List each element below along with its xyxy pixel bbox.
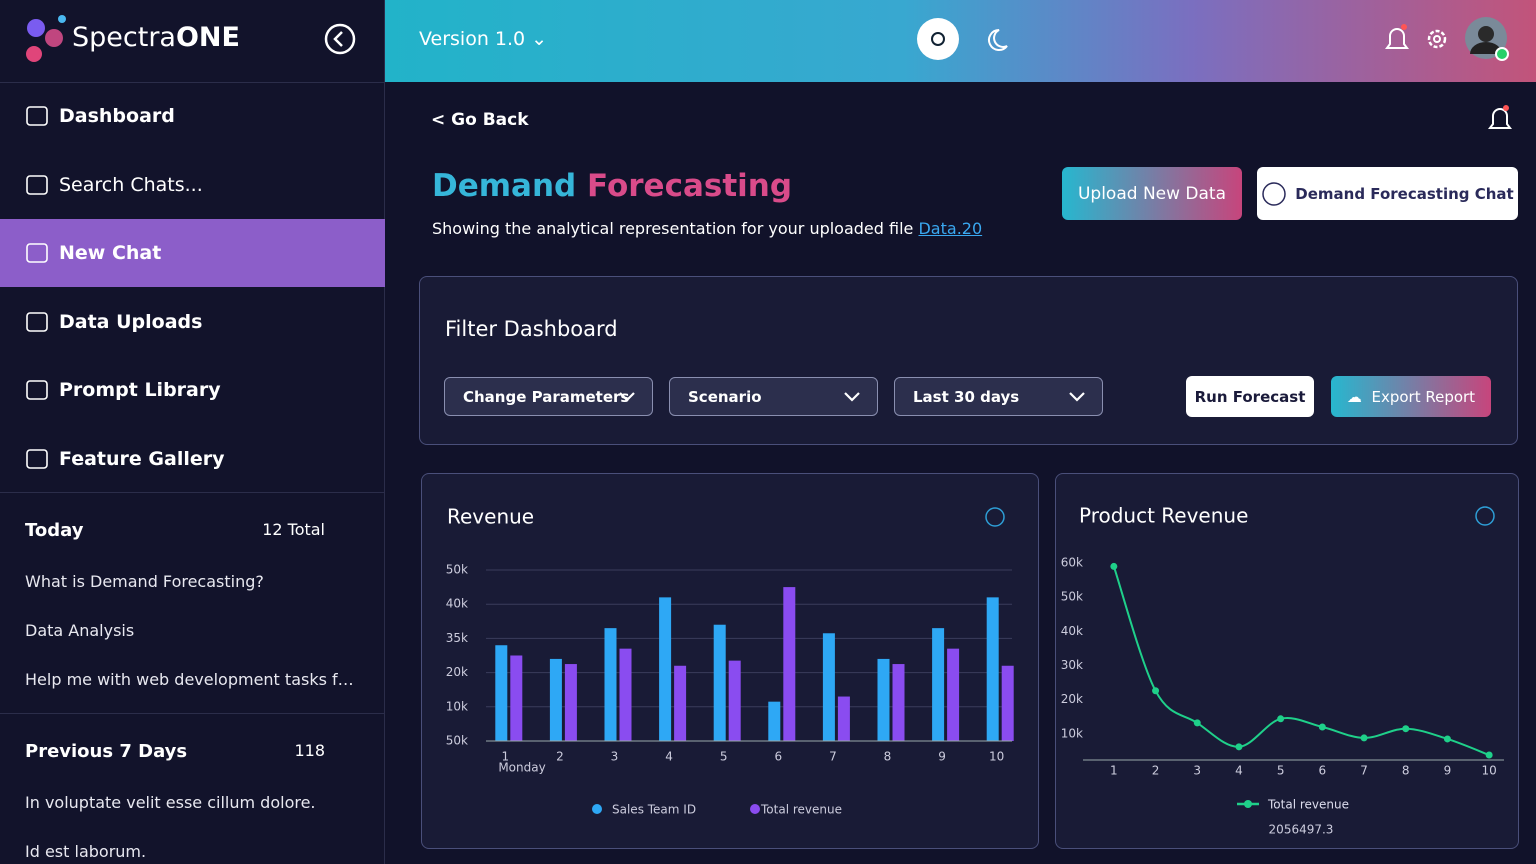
- export-label: Export Report: [1371, 387, 1476, 406]
- brand-light: Spectra: [72, 22, 176, 53]
- subtitle: Showing the analytical representation fo…: [432, 219, 982, 238]
- sidebar: SpectraONE Dashboard Search Chats... New C…: [0, 0, 385, 864]
- header-icons[interactable]: [1383, 22, 1453, 56]
- section-count: 12 Total: [262, 520, 325, 539]
- nav-icon: [26, 448, 48, 469]
- theme-toggle[interactable]: [916, 18, 1016, 62]
- section-title: Previous 7 Days: [25, 741, 188, 762]
- version: Version 1.0: [419, 28, 526, 50]
- nav-item[interactable]: Dashboard: [0, 82, 385, 150]
- avatar[interactable]: [1464, 16, 1512, 64]
- nav-icon: [26, 106, 48, 126]
- nav-item[interactable]: Search Chats...: [0, 151, 385, 219]
- run-forecast[interactable]: Run Forecast: [1186, 376, 1314, 417]
- collapse-button[interactable]: [323, 22, 357, 56]
- dropdown[interactable]: Last 30 days: [894, 377, 1103, 416]
- nav-label: Data Uploads: [59, 310, 203, 333]
- logo: [26, 15, 66, 62]
- nav-icon: [26, 174, 48, 195]
- nav-label: Search Chats...: [59, 173, 203, 196]
- chat-icon: [1262, 181, 1287, 206]
- nav-label: Feature Gallery: [59, 447, 225, 470]
- file-link[interactable]: Data.20: [918, 219, 983, 238]
- nav-item[interactable]: Data Uploads: [0, 288, 385, 356]
- chevron: [1069, 392, 1085, 402]
- nav-item[interactable]: New Chat: [0, 219, 385, 287]
- brand-bold: ONE: [175, 22, 240, 53]
- brand: SpectraONE: [72, 22, 240, 53]
- export-report[interactable]: ☁ Export Report: [1331, 376, 1491, 417]
- nav-icon: [26, 380, 48, 400]
- page-title: Demand Forecasting: [432, 168, 792, 204]
- filter-card: Filter Dashboard: [419, 276, 1518, 445]
- nav-icon: [26, 311, 48, 332]
- history-section[interactable]: Today 12 Total: [25, 520, 355, 541]
- filter-title: Filter Dashboard: [445, 317, 618, 341]
- chevron: [844, 392, 860, 402]
- subtitle-text: Showing the analytical representation fo…: [432, 219, 914, 238]
- nav-label: New Chat: [59, 242, 162, 264]
- section-title: Today: [25, 520, 84, 541]
- nav-icon: [26, 243, 48, 263]
- history-item[interactable]: Help me with web development tasks fr...: [25, 670, 355, 689]
- notification[interactable]: [1486, 104, 1516, 136]
- product-revenue-card: [1055, 473, 1519, 849]
- dropdown[interactable]: Change Parameters: [444, 377, 653, 416]
- history-item[interactable]: Id est laborum.: [25, 842, 147, 861]
- nav-label: Dashboard: [59, 105, 175, 127]
- version-select[interactable]: Version 1.0 ⌄: [419, 28, 548, 50]
- nav-item[interactable]: Prompt Library: [0, 356, 385, 424]
- title-a: Demand: [432, 168, 577, 204]
- title-b: Forecasting: [587, 168, 793, 204]
- go-back[interactable]: < Go Back: [431, 110, 529, 130]
- history-section[interactable]: Previous 7 Days 118: [25, 741, 355, 762]
- nav-item[interactable]: Feature Gallery: [0, 425, 385, 493]
- revenue-card: [421, 473, 1039, 849]
- chevron: [619, 392, 635, 402]
- history-item[interactable]: In voluptate velit esse cillum dolore.: [25, 793, 316, 812]
- chat-label: Demand Forecasting Chat: [1295, 184, 1514, 203]
- section-count: 118: [294, 741, 325, 760]
- nav-label: Prompt Library: [59, 379, 221, 401]
- history-item[interactable]: What is Demand Forecasting?: [25, 572, 264, 591]
- chat-button[interactable]: Demand Forecasting Chat: [1257, 167, 1518, 220]
- upload-button[interactable]: Upload New Data: [1062, 167, 1242, 220]
- history-item[interactable]: Data Analysis: [25, 621, 135, 640]
- dropdown[interactable]: Scenario: [669, 377, 878, 416]
- top-bar: Version 1.0 ⌄: [385, 0, 1536, 82]
